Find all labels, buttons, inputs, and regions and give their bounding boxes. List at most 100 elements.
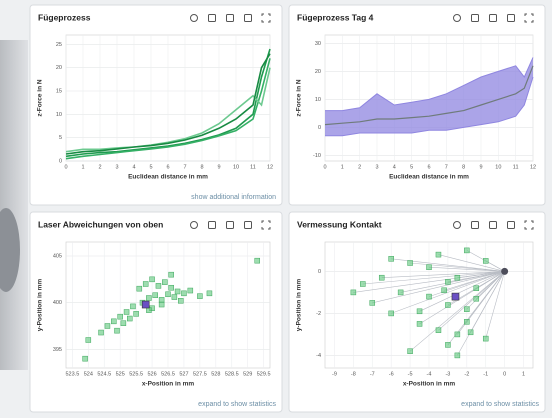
point: [166, 292, 171, 297]
point: [188, 288, 193, 293]
point: [455, 353, 460, 358]
point: [99, 330, 104, 335]
x-tick-label: 4: [132, 164, 135, 170]
x-tick-label: 2: [358, 164, 361, 170]
x-tick-label: 3: [115, 164, 118, 170]
x-tick-label: 526: [147, 371, 156, 377]
point: [150, 277, 155, 282]
panel-title: Fügeprozess Tag 4: [297, 12, 374, 22]
point: [455, 275, 460, 280]
x-tick-label: 528.5: [225, 371, 239, 377]
x-tick-label: 1: [522, 371, 525, 377]
y-tick-label: 30: [315, 41, 321, 47]
x-tick-label: -2: [464, 371, 469, 377]
point: [137, 286, 142, 291]
point: [207, 291, 212, 296]
point: [389, 256, 394, 261]
x-tick-label: 8: [200, 164, 203, 170]
x-tick-label: 5: [410, 164, 413, 170]
point: [436, 328, 441, 333]
x-tick-label: -7: [370, 371, 375, 377]
point: [178, 298, 183, 303]
x-tick-label: 0: [323, 164, 326, 170]
point: [197, 294, 202, 299]
panel-title: Fügeprozess: [38, 12, 91, 22]
point: [115, 328, 120, 333]
y-tick-label: 10: [315, 97, 321, 103]
point: [175, 289, 180, 294]
point: [389, 311, 394, 316]
x-tick-label: 525: [116, 371, 125, 377]
origin-point: [501, 268, 508, 275]
point: [360, 282, 365, 287]
point: [417, 321, 422, 326]
x-tick-label: 2: [98, 164, 101, 170]
point: [153, 293, 158, 298]
x-tick-label: -8: [351, 371, 356, 377]
y-tick-label: 0: [318, 269, 321, 275]
x-tick-label: 9: [479, 164, 482, 170]
footer-link[interactable]: show additional information: [191, 194, 276, 201]
point: [398, 290, 403, 295]
point: [146, 308, 151, 313]
point: [351, 290, 356, 295]
footer-link[interactable]: expand to show statistics: [198, 401, 276, 408]
x-tick-label: 12: [530, 164, 536, 170]
x-tick-label: -5: [408, 371, 413, 377]
x-tick-label: 525.5: [129, 371, 143, 377]
point: [86, 338, 91, 343]
y-axis-label: z-Force in N: [37, 79, 44, 117]
x-axis-label: x-Position in mm: [403, 381, 456, 388]
x-axis-label: Euclidean distance in mm: [389, 174, 469, 181]
point: [442, 288, 447, 293]
x-tick-label: 7: [445, 164, 448, 170]
y-tick-label: -4: [316, 353, 321, 359]
point: [156, 283, 161, 288]
point: [159, 297, 164, 302]
point: [436, 252, 441, 257]
x-axis-label: x-Position in mm: [142, 381, 195, 388]
point: [121, 321, 126, 326]
point: [474, 286, 479, 291]
x-tick-label: 1: [81, 164, 84, 170]
x-tick-label: 0: [64, 164, 67, 170]
point: [83, 356, 88, 361]
x-tick-label: 529: [243, 371, 252, 377]
y-tick-label: 400: [53, 300, 62, 306]
panel-title: Laser Abweichungen von oben: [38, 219, 163, 229]
y-axis-label: y-Position in mm: [37, 279, 44, 332]
y-tick-label: -10: [313, 153, 321, 159]
y-tick-label: 0: [318, 125, 321, 131]
point: [417, 309, 422, 314]
dashboard: Fügeprozess05101520250123456789101112Euc…: [0, 0, 552, 418]
y-tick-label: 10: [56, 112, 62, 118]
x-tick-label: 527.5: [193, 371, 207, 377]
point: [130, 304, 135, 309]
point: [127, 316, 132, 321]
point: [181, 291, 186, 296]
point: [105, 324, 110, 329]
point: [483, 258, 488, 263]
point: [408, 261, 413, 266]
point: [445, 342, 450, 347]
footer-link[interactable]: expand to show statistics: [461, 401, 539, 408]
point: [445, 279, 450, 284]
x-tick-label: 527: [179, 371, 188, 377]
y-tick-label: 25: [56, 42, 62, 48]
point: [169, 285, 174, 290]
x-tick-label: 6: [427, 164, 430, 170]
point: [464, 307, 469, 312]
x-tick-label: -1: [483, 371, 488, 377]
x-tick-label: 6: [166, 164, 169, 170]
x-tick-label: 10: [495, 164, 501, 170]
point: [255, 258, 260, 263]
x-tick-label: 3: [375, 164, 378, 170]
x-tick-label: -6: [389, 371, 394, 377]
panel-title: Vermessung Kontakt: [297, 219, 382, 229]
y-tick-label: -2: [316, 311, 321, 317]
point: [483, 336, 488, 341]
point: [134, 311, 139, 316]
page: Fügeprozess05101520250123456789101112Euc…: [0, 0, 552, 418]
y-axis-label: z-Force in N: [296, 79, 303, 117]
point: [474, 296, 479, 301]
